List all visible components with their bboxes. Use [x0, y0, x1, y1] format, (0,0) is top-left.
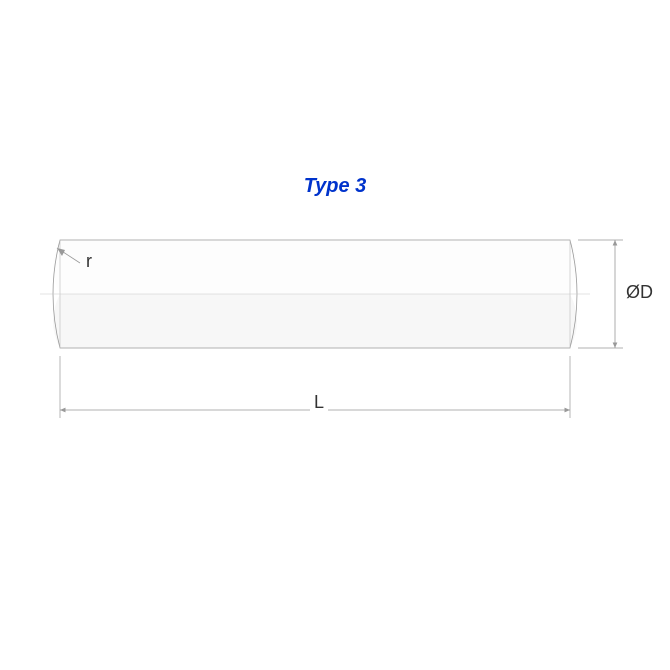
diameter-label: ØD — [626, 282, 653, 303]
length-label: L — [310, 392, 328, 413]
pin-drawing — [0, 0, 670, 670]
diagram-container: Type 3 — [0, 0, 670, 670]
pin-bottom-half — [53, 294, 577, 348]
pin-top-half — [53, 240, 577, 294]
radius-label: r — [86, 251, 92, 272]
